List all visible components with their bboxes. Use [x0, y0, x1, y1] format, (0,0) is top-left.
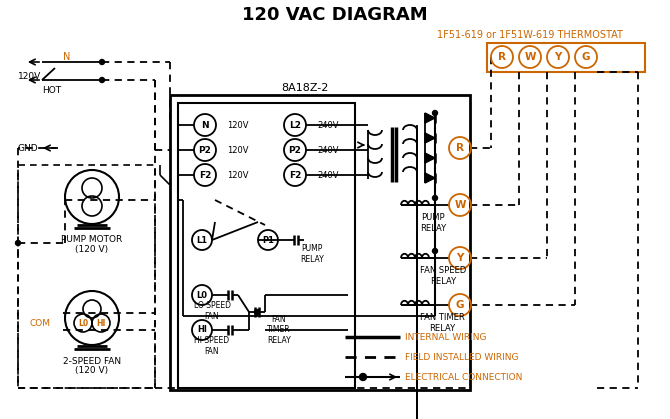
Text: 120 VAC DIAGRAM: 120 VAC DIAGRAM — [242, 6, 428, 24]
Text: (120 V): (120 V) — [76, 367, 109, 375]
Text: PUMP
RELAY: PUMP RELAY — [300, 244, 324, 264]
Text: INTERNAL WIRING: INTERNAL WIRING — [405, 333, 486, 341]
Text: R: R — [456, 143, 464, 153]
Text: F2: F2 — [289, 171, 302, 179]
Polygon shape — [425, 113, 435, 123]
Text: N: N — [201, 121, 209, 129]
Text: PUMP MOTOR: PUMP MOTOR — [62, 235, 123, 243]
Bar — [487, 43, 645, 72]
Text: L0: L0 — [78, 318, 88, 328]
Text: G: G — [456, 300, 464, 310]
Circle shape — [433, 196, 438, 201]
Text: FIELD INSTALLED WIRING: FIELD INSTALLED WIRING — [405, 352, 519, 362]
Text: 240V: 240V — [317, 171, 338, 179]
Text: FAN
TIMER
RELAY: FAN TIMER RELAY — [267, 315, 291, 345]
Text: (120 V): (120 V) — [76, 245, 109, 253]
Bar — [170, 95, 470, 390]
Text: G: G — [582, 52, 590, 62]
Text: 120V: 120V — [227, 121, 249, 129]
Text: F2: F2 — [199, 171, 211, 179]
Text: COM: COM — [30, 318, 51, 328]
Circle shape — [100, 78, 105, 83]
Text: 120V: 120V — [227, 145, 249, 155]
Text: 1F51-619 or 1F51W-619 THERMOSTAT: 1F51-619 or 1F51W-619 THERMOSTAT — [437, 30, 623, 40]
Text: N: N — [63, 52, 70, 62]
Text: P2: P2 — [198, 145, 212, 155]
Text: 8A18Z-2: 8A18Z-2 — [281, 83, 329, 93]
Text: 2-SPEED FAN: 2-SPEED FAN — [63, 357, 121, 365]
Text: W: W — [524, 52, 536, 62]
Text: HI: HI — [197, 326, 207, 334]
Text: FAN SPEED
RELAY: FAN SPEED RELAY — [420, 266, 466, 286]
Text: Y: Y — [554, 52, 561, 62]
Text: 120V: 120V — [18, 72, 42, 80]
Text: L2: L2 — [289, 121, 301, 129]
Text: R: R — [498, 52, 506, 62]
Text: W: W — [454, 200, 466, 210]
Circle shape — [100, 59, 105, 65]
Text: HI SPEED
FAN: HI SPEED FAN — [194, 336, 230, 356]
Text: 120V: 120V — [227, 171, 249, 179]
Text: L0: L0 — [196, 290, 208, 300]
Text: ELECTRICAL CONNECTION: ELECTRICAL CONNECTION — [405, 372, 523, 382]
Text: P2: P2 — [289, 145, 302, 155]
Text: L1: L1 — [196, 235, 208, 245]
Text: LO SPEED
FAN: LO SPEED FAN — [194, 301, 230, 321]
Text: HOT: HOT — [42, 85, 61, 95]
Circle shape — [15, 241, 21, 246]
Circle shape — [255, 310, 259, 315]
Polygon shape — [425, 153, 435, 163]
Bar — [178, 103, 355, 388]
Text: P1: P1 — [262, 235, 274, 245]
Text: HI: HI — [96, 318, 106, 328]
Text: FAN TIMER
RELAY: FAN TIMER RELAY — [420, 313, 465, 333]
Circle shape — [433, 248, 438, 253]
Polygon shape — [425, 133, 435, 143]
Text: Y: Y — [456, 253, 464, 263]
Text: GND: GND — [18, 143, 39, 153]
Polygon shape — [425, 173, 435, 183]
Text: PUMP
RELAY: PUMP RELAY — [420, 213, 446, 233]
Circle shape — [433, 111, 438, 116]
Bar — [18, 165, 155, 388]
Circle shape — [360, 373, 366, 380]
Text: 240V: 240V — [317, 145, 338, 155]
Text: 240V: 240V — [317, 121, 338, 129]
